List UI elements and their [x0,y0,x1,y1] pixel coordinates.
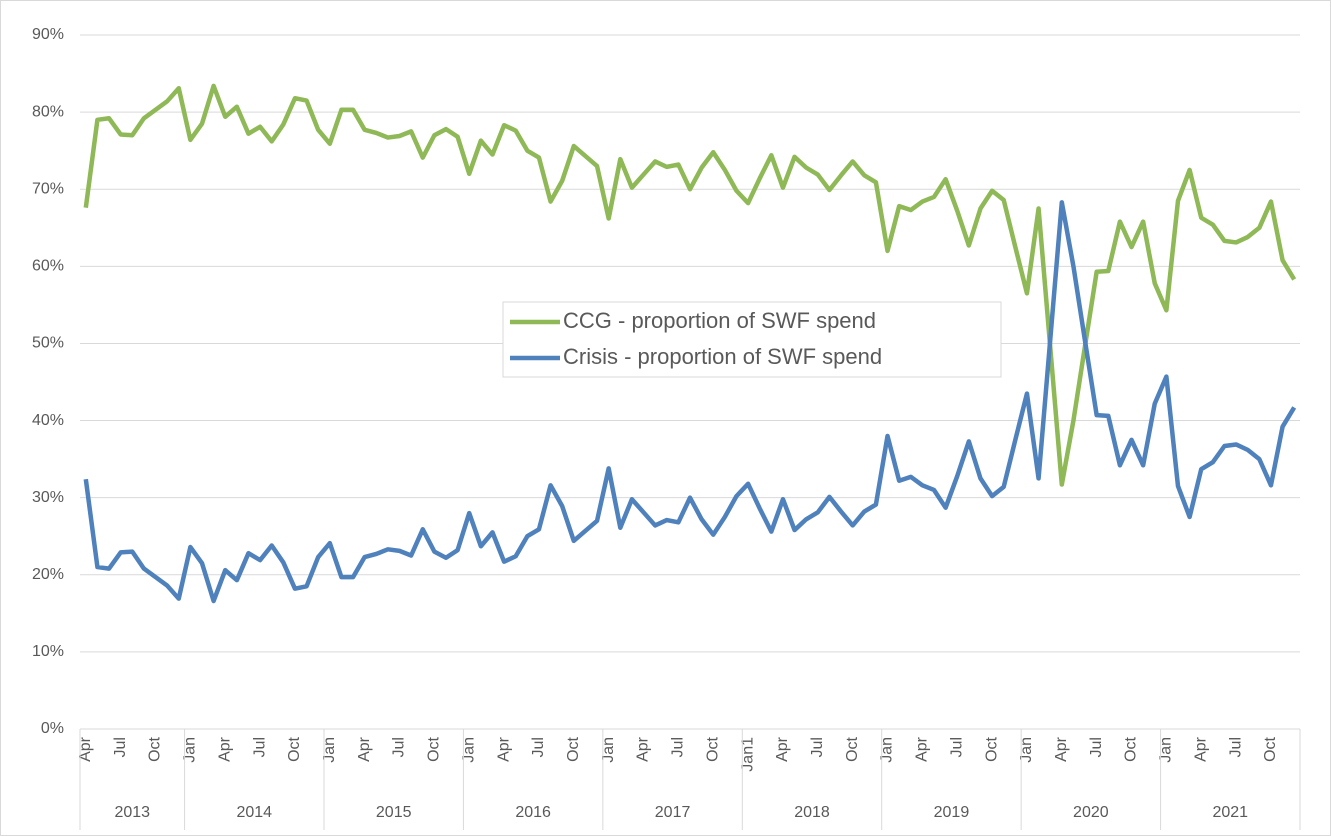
x-tick-label: Jan [182,737,199,763]
x-tick-label: Oct [983,736,1000,761]
y-tick-label: 0% [41,720,64,737]
y-tick-label: 40% [32,412,64,429]
x-tick-label: Apr [635,736,652,762]
x-tick-label: Jan [600,737,617,763]
x-tick-label: Jul [112,737,129,757]
legend-label: CCG - proportion of SWF spend [563,308,876,333]
x-tick-label: Jan [1158,737,1175,763]
x-tick-label: Apr [77,736,94,762]
x-tick-label: Jul [809,737,826,757]
x-tick-label: Oct [426,736,443,761]
x-tick-label: Jul [391,737,408,757]
y-tick-label: 10% [32,643,64,660]
x-tick-label: Jan [1018,737,1035,763]
x-group-label: 2018 [794,804,830,821]
x-tick-label: Apr [356,736,373,762]
y-tick-label: 50% [32,335,64,352]
y-tick-label: 90% [32,26,64,43]
x-tick-label: Apr [1053,736,1070,762]
x-group-label: 2013 [114,804,150,821]
legend-label: Crisis - proportion of SWF spend [563,344,882,369]
x-group-label: 2016 [515,804,551,821]
x-group-label: 2020 [1073,804,1109,821]
x-tick-label: Jul [1088,737,1105,757]
x-tick-label: Apr [774,736,791,762]
x-group-label: 2019 [934,804,970,821]
x-tick-label: Apr [495,736,512,762]
y-tick-label: 30% [32,489,64,506]
x-group-label: 2015 [376,804,412,821]
x-tick-label: Jul [1227,737,1244,757]
x-tick-label: Jul [670,737,687,757]
x-tick-label: Jan1 [739,737,756,772]
y-tick-label: 60% [32,258,64,275]
x-tick-label: Apr [914,736,931,762]
x-tick-label: Jan [321,737,338,763]
x-tick-label: Apr [216,736,233,762]
x-tick-label: Jul [530,737,547,757]
x-tick-label: Oct [1123,736,1140,761]
x-tick-label: Jan [879,737,896,763]
data-line [83,83,1297,487]
x-tick-label: Oct [565,736,582,761]
x-group-label: 2021 [1212,804,1248,821]
x-tick-label: Apr [1192,736,1209,762]
x-tick-label: Oct [704,736,721,761]
y-tick-label: 70% [32,180,64,197]
x-group-label: 2014 [236,804,272,821]
x-tick-label: Jul [251,737,268,757]
x-tick-label: Jan [460,737,477,763]
x-tick-label: Jul [948,737,965,757]
y-tick-label: 20% [32,566,64,583]
y-tick-label: 80% [32,103,64,120]
x-tick-label: Oct [844,736,861,761]
legend-box [502,301,1002,378]
x-tick-label: Oct [147,736,164,761]
data-line [83,200,1297,604]
x-tick-label: Oct [1262,736,1279,761]
x-group-label: 2017 [655,804,691,821]
x-tick-label: Oct [286,736,303,761]
